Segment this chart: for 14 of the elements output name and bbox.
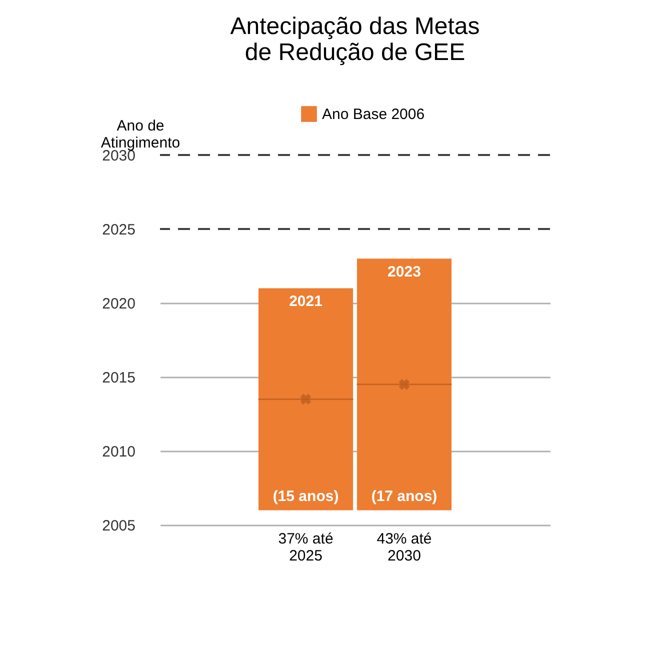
x-tick-label: 37% até 2025: [278, 530, 334, 564]
annotation: (15 anos): [272, 488, 339, 506]
y-tick-label: 2020: [102, 296, 136, 312]
annotation: 2021: [289, 293, 322, 310]
y-tick-label: 2025: [102, 222, 136, 238]
chart-title: Antecipação das Metas de Redução de GEE: [230, 13, 480, 66]
y-tick-label: 2015: [102, 370, 136, 386]
y-axis-title: Ano de Atingimento: [100, 118, 180, 152]
legend-label: Ano Base 2006: [322, 106, 425, 123]
annotation: (17 anos): [371, 488, 438, 506]
y-tick-label: 2005: [102, 518, 136, 534]
y-tick-label: 2010: [102, 444, 136, 460]
annotation: 2023: [388, 264, 421, 281]
x-tick-label: 43% até 2030: [376, 530, 432, 564]
